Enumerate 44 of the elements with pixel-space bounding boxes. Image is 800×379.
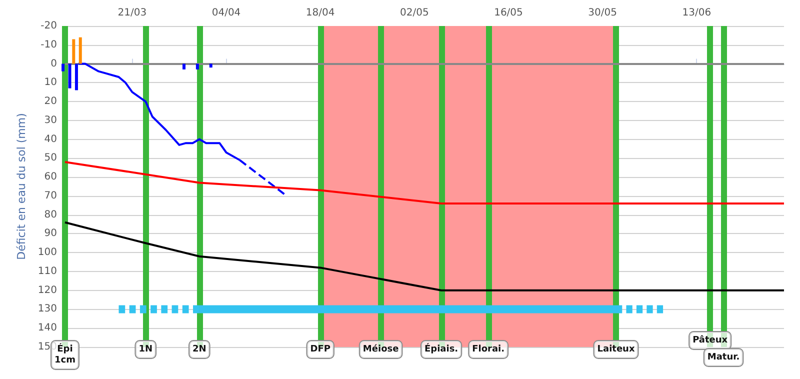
y-tick-label: 70 [44, 190, 57, 202]
line-series [64, 160, 785, 204]
ref-line-label: Épiais. [424, 342, 458, 354]
ref-line-label: Laiteux [597, 344, 635, 354]
y-tick-label: 50 [44, 152, 57, 164]
x-tick-label: 02/05 [400, 8, 429, 18]
x-tick-label: 18/04 [306, 8, 335, 18]
y-tick-label: 110 [38, 266, 57, 277]
y-axis-title: Déficit en eau du sol (mm) [15, 113, 28, 260]
y-tick-label: 30 [44, 114, 57, 126]
ref-line-label: 2N [192, 344, 206, 354]
x-tick-label: 13/06 [682, 8, 712, 18]
bar [78, 37, 82, 64]
x-tick-label: 16/05 [494, 8, 523, 18]
y-tick-label: 100 [38, 247, 57, 258]
line-series [64, 221, 785, 292]
ref-line-label: Florai. [472, 344, 505, 354]
bar [209, 64, 212, 68]
ref-line-label: DFP [310, 344, 331, 354]
y-tick-label: 60 [44, 172, 57, 183]
bar [182, 64, 186, 70]
y-tick-label: 0 [50, 58, 57, 70]
bar [68, 64, 72, 88]
y-tick-label: 10 [44, 77, 57, 88]
ref-line-label: Matur. [707, 352, 740, 362]
y-tick-label: 80 [44, 209, 57, 220]
y-tick-label: 120 [38, 284, 57, 296]
ref-line-label: Épi 1cm [54, 342, 76, 366]
ref-line-label: Pâteux [692, 334, 728, 346]
y-tick-label: 90 [44, 228, 57, 240]
bar [196, 64, 199, 70]
y-tick-label: 20 [44, 96, 57, 108]
x-tick-label: 30/05 [588, 8, 617, 18]
bar [62, 64, 65, 72]
y-tick-label: -10 [40, 39, 57, 50]
x-tick-label: 21/03 [118, 8, 147, 18]
ref-line-label: 1N [138, 344, 153, 354]
x-tick-label: 04/04 [212, 8, 241, 18]
y-tick-label: 130 [38, 304, 57, 315]
y-tick-label: 140 [38, 322, 57, 334]
y-tick-label: 40 [44, 134, 57, 145]
bar [72, 39, 76, 64]
y-tick-label: -20 [40, 20, 57, 32]
ref-line-label: Méiose [362, 344, 399, 354]
